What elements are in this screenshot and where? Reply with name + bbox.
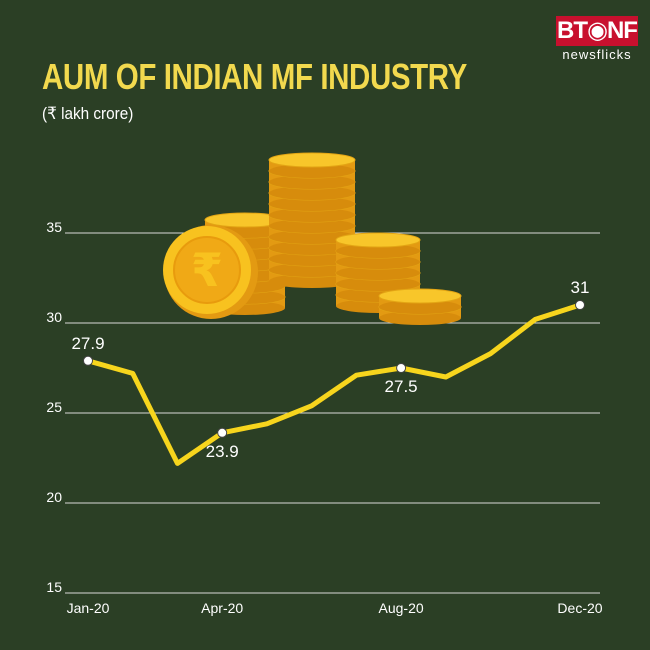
data-point: [575, 300, 585, 310]
y-tick-label: 25: [46, 399, 62, 415]
logo-mark: BT◉NF: [556, 16, 638, 46]
x-tick-label: Jan-20: [67, 600, 110, 616]
chart-subtitle: (₹ lakh crore): [42, 104, 134, 123]
y-tick-label: 30: [46, 309, 62, 325]
series-polyline: [85, 302, 583, 466]
data-point: [396, 363, 407, 373]
coin-stack: [268, 152, 356, 288]
data-label: 27.5: [385, 377, 418, 396]
data-point: [217, 427, 228, 438]
brand-logo: BT◉NF newsflicks: [556, 16, 638, 64]
coin-stack-illustration: ₹: [163, 152, 462, 325]
y-tick-label: 35: [46, 219, 62, 235]
y-tick-label: 15: [46, 579, 62, 595]
data-point: [83, 355, 93, 366]
rupee-symbol: ₹: [191, 243, 223, 297]
x-tick-label: Aug-20: [379, 600, 424, 616]
data-points: [83, 300, 585, 438]
y-tick-label: 20: [46, 489, 62, 505]
axis-ticks: 15 20 25 30 35 Jan-20 Apr-20 Aug-20 Dec-20: [46, 219, 602, 616]
x-tick-label: Dec-20: [557, 600, 602, 616]
data-label: 23.9: [206, 442, 239, 461]
chart-title: AUM OF INDIAN MF INDUSTRY: [42, 56, 467, 97]
logo-tagline: newsflicks: [562, 47, 632, 62]
coin-stack: [378, 288, 462, 325]
data-label: 27.9: [71, 334, 104, 353]
series-line: [85, 302, 583, 466]
data-label: 31: [571, 278, 590, 297]
x-tick-label: Apr-20: [201, 600, 243, 616]
rupee-coin-icon: ₹: [163, 225, 258, 319]
grid-lines: [65, 232, 600, 594]
data-labels: 27.9 23.9 27.5 31: [71, 278, 589, 461]
